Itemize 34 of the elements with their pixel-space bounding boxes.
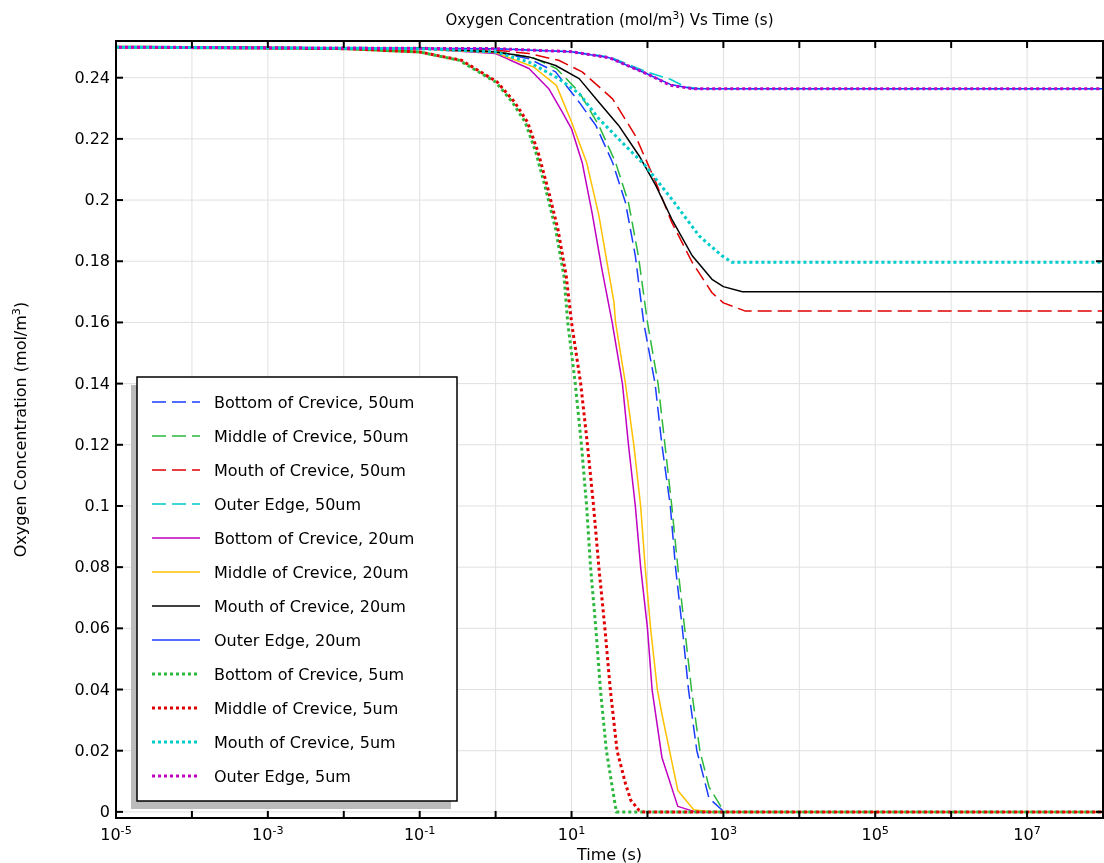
y-tick-label: 0.14 bbox=[74, 373, 110, 393]
x-tick-label: 10$^{-1}$ bbox=[403, 823, 436, 844]
legend-label: Middle of Crevice, 20um bbox=[214, 563, 409, 582]
x-tick-label: 10$^{5}$ bbox=[861, 823, 889, 844]
y-tick-label: 0.16 bbox=[74, 312, 110, 332]
y-tick-label: 0.1 bbox=[84, 495, 110, 515]
chart-title: Oxygen Concentration (mol/m$^{3}$) Vs Time (s) bbox=[445, 9, 774, 29]
y-tick-label: 0.06 bbox=[74, 618, 110, 638]
y-tick-label: 0.04 bbox=[74, 679, 110, 699]
y-tick-label: 0.12 bbox=[74, 434, 110, 454]
legend-label: Mouth of Crevice, 20um bbox=[214, 597, 406, 616]
x-tick-label: 10$^{-5}$ bbox=[100, 823, 132, 844]
legend-label: Middle of Crevice, 5um bbox=[214, 699, 399, 718]
legend-label: Outer Edge, 20um bbox=[214, 631, 362, 650]
legend-label: Outer Edge, 50um bbox=[214, 495, 362, 514]
x-tick-label: 10$^{-3}$ bbox=[252, 823, 284, 844]
legend-label: Outer Edge, 5um bbox=[214, 767, 351, 786]
legend-label: Bottom of Crevice, 5um bbox=[214, 665, 405, 684]
x-axis-title: Time (s) bbox=[575, 845, 643, 863]
legend-label: Mouth of Crevice, 5um bbox=[214, 733, 396, 752]
y-tick-label: 0.18 bbox=[74, 251, 110, 271]
legend-label: Mouth of Crevice, 50um bbox=[214, 461, 406, 480]
x-tick-label: 10$^{3}$ bbox=[709, 823, 738, 844]
y-tick-label: 0.02 bbox=[74, 740, 110, 760]
y-tick-label: 0.22 bbox=[74, 128, 110, 148]
x-tick-label: 10$^{7}$ bbox=[1013, 823, 1041, 844]
y-tick-label: 0.08 bbox=[74, 557, 110, 577]
x-tick-label: 10$^{1}$ bbox=[557, 823, 586, 844]
legend-label: Bottom of Crevice, 20um bbox=[214, 529, 415, 548]
y-tick-label: 0.24 bbox=[74, 67, 110, 87]
y-tick-label: 0.2 bbox=[84, 190, 110, 210]
y-tick-label: 0 bbox=[99, 801, 110, 821]
legend-label: Middle of Crevice, 50um bbox=[214, 427, 409, 446]
legend-label: Bottom of Crevice, 50um bbox=[214, 393, 415, 412]
